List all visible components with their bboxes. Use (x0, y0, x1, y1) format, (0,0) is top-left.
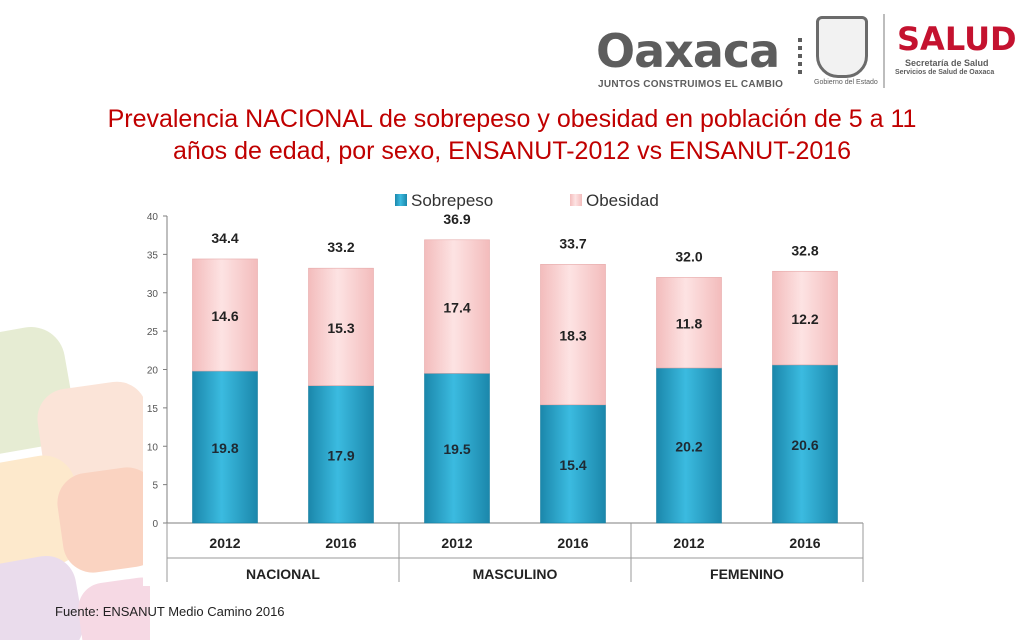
title-line-1: Prevalencia NACIONAL de sobrepeso y obes… (107, 105, 917, 133)
oaxaca-tagline: JUNTOS CONSTRUIMOS EL CAMBIO (598, 79, 784, 90)
salud-logo: SALUD (897, 20, 1017, 58)
title-line-2: años de edad, por sexo, ENSANUT-2012 vs … (172, 137, 852, 165)
legend-label-sobrepeso: Sobrepeso (411, 191, 493, 210)
oaxaca-logo: Oaxaca (596, 24, 780, 78)
salud-subtitle-1: Secretaría de Salud (905, 58, 989, 68)
y-tick-label: 35 (147, 250, 159, 261)
group-label: FEMENINO (710, 566, 784, 582)
category-label: 2016 (789, 535, 820, 551)
label-obesidad: 11.8 (676, 316, 703, 332)
label-obesidad: 14.6 (211, 308, 238, 324)
y-tick-label: 20 (147, 366, 159, 377)
y-tick-label: 40 (147, 212, 159, 223)
category-label: 2012 (673, 535, 704, 551)
label-total: 34.4 (211, 230, 238, 246)
category-label: 2016 (557, 535, 588, 551)
page-title: Prevalencia NACIONAL de sobrepeso y obes… (60, 103, 964, 167)
bar-sobrepeso (192, 370, 258, 524)
salud-subtitle-2: Servicios de Salud de Oaxaca (895, 69, 995, 76)
label-obesidad: 17.4 (443, 300, 470, 316)
bar-obesidad (192, 258, 258, 372)
bar-obesidad (540, 264, 606, 406)
category-label: 2012 (441, 535, 472, 551)
label-obesidad: 12.2 (791, 311, 818, 327)
label-total: 33.7 (559, 235, 586, 251)
label-sobrepeso: 20.2 (675, 438, 702, 454)
label-sobrepeso: 17.9 (327, 447, 354, 463)
y-tick-label: 15 (147, 404, 159, 415)
decorative-background-shapes (0, 327, 150, 640)
y-tick-label: 5 (152, 481, 158, 492)
stacked-bar-chart: Sobrepeso Obesidad 0 5 10 15 20 25 30 35 40 NACIONA… (143, 178, 883, 586)
y-tick-label: 25 (147, 327, 159, 338)
y-tick-label: 0 (152, 519, 158, 530)
bar-sobrepeso (540, 404, 606, 524)
logo-divider (883, 14, 885, 88)
bar-obesidad (424, 239, 490, 374)
label-total: 33.2 (327, 239, 354, 255)
label-obesidad: 15.3 (327, 320, 354, 336)
group-label: NACIONAL (246, 566, 320, 582)
bar-obesidad (772, 270, 838, 366)
label-sobrepeso: 19.8 (211, 440, 238, 456)
header-logos: Oaxaca JUNTOS CONSTRUIMOS EL CAMBIO Gobi… (590, 8, 1017, 90)
label-total: 32.0 (675, 248, 702, 264)
label-sobrepeso: 20.6 (791, 437, 818, 453)
y-tick-label: 10 (147, 442, 159, 453)
label-total: 36.9 (443, 211, 470, 227)
legend-label-obesidad: Obesidad (586, 191, 659, 210)
group-label: MASCULINO (473, 566, 558, 582)
bar-obesidad (308, 267, 374, 386)
category-label: 2012 (209, 535, 240, 551)
y-tick-label: 30 (147, 289, 159, 300)
label-sobrepeso: 15.4 (559, 457, 586, 473)
label-sobrepeso: 19.5 (443, 441, 470, 457)
source-note: Fuente: ENSANUT Medio Camino 2016 (55, 604, 285, 619)
legend-swatch-obesidad (570, 194, 582, 206)
logo-divider-dots (798, 38, 802, 76)
bar-obesidad (656, 277, 722, 369)
label-total: 32.8 (791, 242, 818, 258)
category-label: 2016 (325, 535, 356, 551)
chart-panel (143, 178, 883, 586)
bar-sobrepeso (772, 364, 838, 524)
legend-swatch-sobrepeso (395, 194, 407, 206)
bar-sobrepeso (656, 367, 722, 524)
seal-caption: Gobierno del Estado (814, 79, 878, 86)
bar-sobrepeso (424, 373, 490, 524)
label-obesidad: 18.3 (559, 328, 586, 344)
state-seal-icon (816, 16, 868, 78)
